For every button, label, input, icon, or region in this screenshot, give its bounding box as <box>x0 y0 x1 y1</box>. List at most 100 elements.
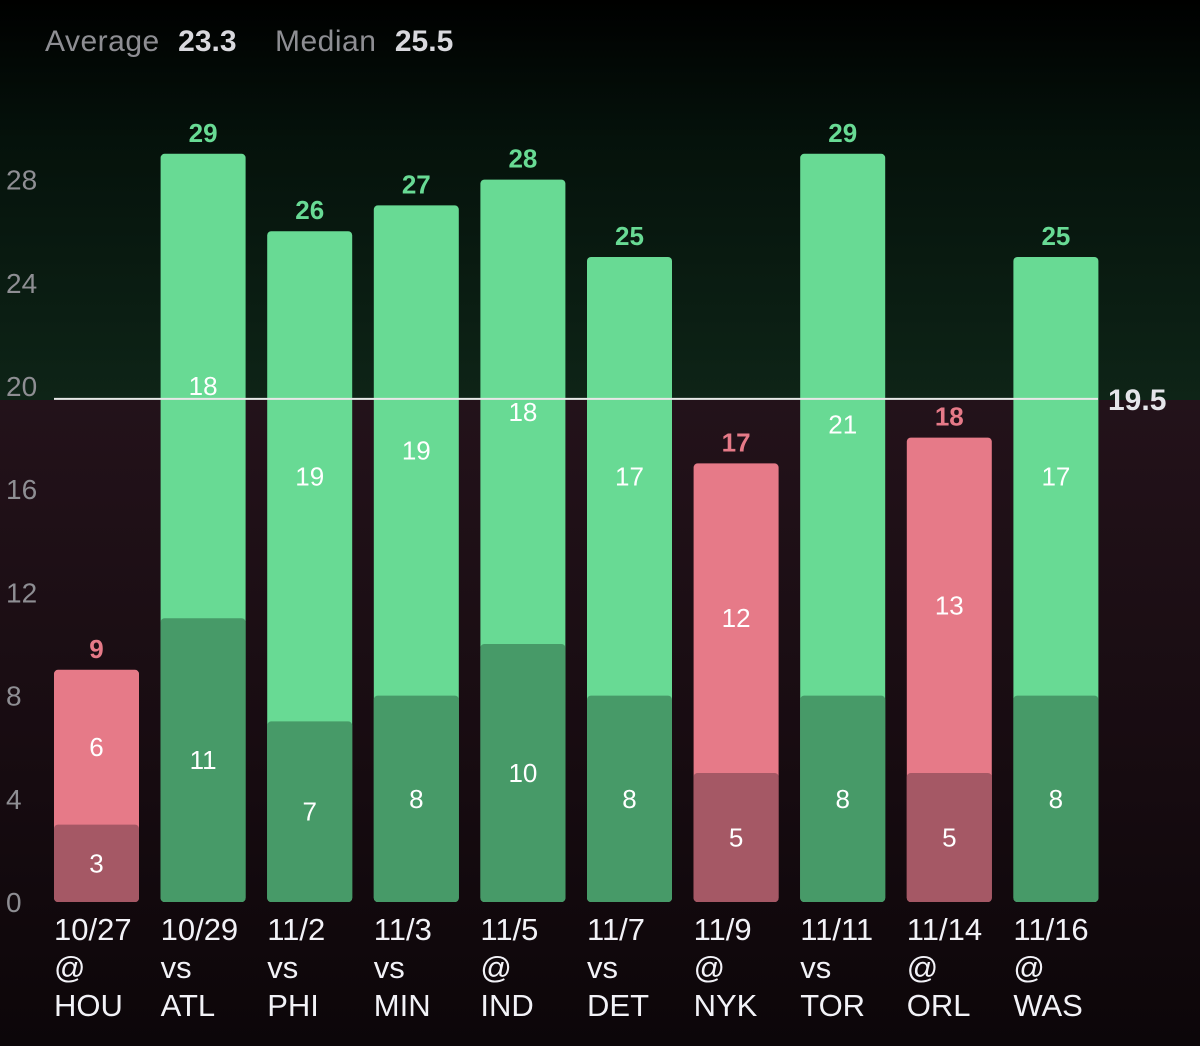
x-tick-line: ORL <box>907 988 971 1023</box>
x-tick-label: 11/11 vs TOR <box>800 912 873 1023</box>
bar-total-label: 26 <box>295 195 324 225</box>
segment-value-label-top: 17 <box>615 461 644 491</box>
segment-value-label-top: 19 <box>295 461 324 491</box>
bar-segment-bottom <box>480 644 566 902</box>
segment-value-label-bottom: 8 <box>409 784 423 814</box>
x-tick-line: 11/9 <box>694 912 752 947</box>
x-tick-label: 11/14 @ ORL <box>907 912 982 1023</box>
x-tick-line: @ <box>907 950 938 985</box>
bar-total-label: 18 <box>935 402 964 432</box>
y-tick-label: 4 <box>6 784 22 815</box>
y-tick-label: 12 <box>6 577 37 608</box>
segment-value-label-bottom: 8 <box>622 784 636 814</box>
bar-stack: 8 17 25 <box>587 221 672 902</box>
segment-value-label-top: 18 <box>508 397 537 427</box>
x-tick-line: vs <box>161 950 192 985</box>
segment-value-label-bottom: 10 <box>508 758 537 788</box>
bar-total-label: 29 <box>828 118 857 148</box>
x-tick-label: 11/9 @ NYK <box>694 912 758 1023</box>
x-tick-line: 10/29 <box>161 912 239 947</box>
bar-segment-bottom <box>373 695 459 902</box>
bar-stack: 5 12 17 <box>693 427 779 902</box>
segment-value-label-top: 18 <box>189 371 218 401</box>
x-tick-line: 11/3 <box>374 912 432 947</box>
median-value: 25.5 <box>395 25 453 58</box>
x-tick-line: @ <box>54 950 85 985</box>
segment-value-label-bottom: 3 <box>89 848 103 878</box>
segment-value-label-top: 13 <box>935 590 964 620</box>
segment-value-label-bottom: 5 <box>942 823 956 853</box>
x-tick-label: 11/2 vs PHI <box>267 912 325 1023</box>
x-tick-line: IND <box>480 988 533 1023</box>
reference-line-group: 19.5 <box>54 384 1166 417</box>
bar-segment-bottom <box>1013 695 1099 902</box>
bar-stack: 8 21 29 <box>800 118 886 903</box>
segment-value-label-top: 12 <box>722 603 751 633</box>
bar-stack: 3 6 9 <box>54 634 139 902</box>
x-tick-line: 11/16 <box>1013 912 1088 947</box>
average-value: 23.3 <box>178 25 236 58</box>
x-tick-label: 10/29 vs ATL <box>161 912 239 1023</box>
bar-stack: 10 18 28 <box>480 144 566 903</box>
x-tick-line: TOR <box>800 988 865 1023</box>
bar-total-label: 27 <box>402 169 431 199</box>
bar-total-label: 17 <box>722 427 751 457</box>
y-tick-label: 16 <box>6 474 37 505</box>
segment-value-label-bottom: 5 <box>729 823 743 853</box>
bar-stack: 5 13 18 <box>906 402 992 902</box>
x-tick-label: 11/3 vs MIN <box>374 912 432 1023</box>
bar-total-label: 28 <box>508 144 537 174</box>
y-tick-label: 28 <box>6 165 37 196</box>
x-tick-line: vs <box>587 950 618 985</box>
bar-stack: 8 17 25 <box>1013 221 1099 902</box>
segment-value-label-top: 21 <box>828 410 857 440</box>
bar-segment-bottom <box>906 773 992 902</box>
x-tick-line: vs <box>374 950 405 985</box>
x-tick-line: WAS <box>1013 988 1082 1023</box>
x-tick-label: 10/27 @ HOU <box>54 912 132 1023</box>
bar-total-label: 25 <box>615 221 644 251</box>
bar-stack: 11 18 29 <box>160 118 246 903</box>
segment-value-label-top: 17 <box>1041 461 1070 491</box>
segment-value-label-bottom: 11 <box>190 745 217 775</box>
x-tick-line: vs <box>267 950 298 985</box>
x-tick-line: 11/11 <box>800 912 873 947</box>
x-tick-line: MIN <box>374 988 431 1023</box>
bar-total-label: 9 <box>89 634 103 664</box>
x-tick-line: @ <box>694 950 725 985</box>
bar-stack: 7 19 26 <box>267 195 353 902</box>
x-tick-line: vs <box>800 950 831 985</box>
x-tick-line: 11/2 <box>267 912 325 947</box>
segment-value-label-bottom: 7 <box>302 797 316 827</box>
reference-line-label: 19.5 <box>1108 384 1166 417</box>
x-tick-line: @ <box>480 950 511 985</box>
y-tick-label: 24 <box>6 268 37 299</box>
bar-total-label: 29 <box>189 118 218 148</box>
x-tick-line: 11/7 <box>587 912 645 947</box>
segment-value-label-top: 6 <box>89 732 103 762</box>
segment-value-label-top: 19 <box>402 436 431 466</box>
average-label: Average <box>45 25 160 58</box>
x-tick-line: HOU <box>54 988 123 1023</box>
bar-segment-bottom <box>587 695 672 902</box>
x-tick-label: 11/16 @ WAS <box>1013 912 1088 1023</box>
segment-value-label-bottom: 8 <box>1049 784 1063 814</box>
bar-segment-bottom <box>800 695 886 902</box>
bar-segment-bottom <box>54 824 139 902</box>
median-label: Median <box>275 25 376 58</box>
x-tick-line: NYK <box>694 988 758 1023</box>
bar-segment-bottom <box>693 773 779 902</box>
x-tick-line: DET <box>587 988 649 1023</box>
x-tick-label: 11/5 @ IND <box>480 912 538 1023</box>
x-tick-line: 10/27 <box>54 912 132 947</box>
bar-segment-bottom <box>267 721 353 902</box>
x-tick-line: ATL <box>161 988 216 1023</box>
bar-stack: 8 19 27 <box>373 169 459 902</box>
y-tick-label: 8 <box>6 681 22 712</box>
y-tick-label: 20 <box>6 371 37 402</box>
y-axis: 0 4 8 12 16 20 24 28 <box>6 165 37 918</box>
svg-text:Average 23.3 Media: Average 23.3 Median 25.5 <box>45 25 453 58</box>
